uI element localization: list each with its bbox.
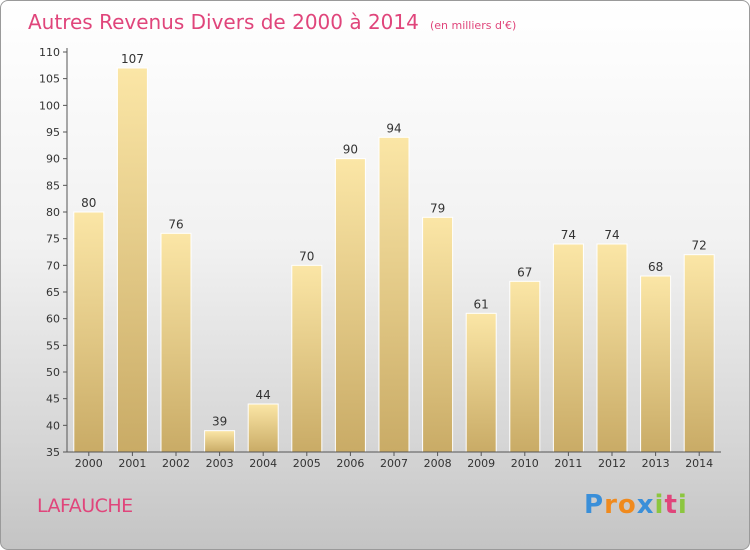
bar-2007 bbox=[378, 136, 410, 453]
y-axis: 35 40 45 50 55 60 65 70 75 80 85 90 95 100 105 110 bbox=[39, 46, 68, 459]
data-label: 61 bbox=[474, 297, 489, 311]
x-tick-label: 2004 bbox=[249, 457, 277, 470]
y-tick-label: 90 bbox=[46, 153, 60, 166]
y-tick-label: 100 bbox=[39, 99, 60, 112]
x-tick-label: 2006 bbox=[336, 457, 364, 470]
bar-2006 bbox=[334, 158, 366, 453]
x-tick-label: 2000 bbox=[75, 457, 103, 470]
data-label: 94 bbox=[386, 121, 401, 135]
y-tick-label: 85 bbox=[46, 179, 60, 192]
data-label: 74 bbox=[604, 228, 619, 242]
x-tick-label: 2002 bbox=[162, 457, 190, 470]
bar-2013 bbox=[640, 275, 672, 453]
logo-letter: r bbox=[604, 490, 618, 520]
x-tick-label: 2012 bbox=[598, 457, 626, 470]
x-tick-label: 2007 bbox=[380, 457, 408, 470]
bar-2000 bbox=[73, 211, 105, 453]
data-label: 107 bbox=[121, 52, 144, 66]
data-label: 74 bbox=[561, 228, 576, 242]
commune-name: LAFAUCHE bbox=[37, 495, 133, 517]
bar-2002 bbox=[160, 232, 192, 453]
x-axis: 2000 2001 2002 2003 2004 2005 2006 2007 2008 2009… bbox=[67, 451, 721, 470]
chart-subtitle: (en milliers d'€) bbox=[429, 19, 517, 32]
x-tick-label: 2009 bbox=[467, 457, 495, 470]
x-tick-label: 2008 bbox=[424, 457, 452, 470]
bar-2001 bbox=[116, 67, 148, 453]
y-tick-label: 70 bbox=[46, 259, 60, 272]
x-tick-label: 2011 bbox=[554, 457, 582, 470]
x-tick-label: 2010 bbox=[511, 457, 539, 470]
y-tick-label: 60 bbox=[46, 313, 60, 326]
bar-2005 bbox=[291, 264, 323, 453]
data-label: 39 bbox=[212, 415, 227, 429]
x-tick-label: 2013 bbox=[642, 457, 670, 470]
logo-letter: i bbox=[677, 490, 688, 520]
data-label: 68 bbox=[648, 260, 663, 274]
y-tick-label: 75 bbox=[46, 233, 60, 246]
y-tick-label: 80 bbox=[46, 206, 60, 219]
bar-2012 bbox=[596, 243, 628, 453]
data-label: 90 bbox=[343, 143, 358, 157]
data-label: 79 bbox=[430, 201, 445, 215]
y-tick-label: 105 bbox=[39, 73, 60, 86]
data-label: 70 bbox=[299, 249, 314, 263]
data-label: 80 bbox=[81, 196, 96, 210]
x-tick-label: 2001 bbox=[118, 457, 146, 470]
logo-letter: x bbox=[636, 490, 655, 520]
data-label: 72 bbox=[692, 239, 707, 253]
bar-2011 bbox=[552, 243, 584, 453]
y-tick-label: 95 bbox=[46, 126, 60, 139]
x-tick-label: 2003 bbox=[206, 457, 234, 470]
title-row: Autres Revenus Divers de 2000 à 2014 (en… bbox=[28, 10, 516, 34]
y-tick-label: 35 bbox=[46, 446, 60, 459]
data-label: 76 bbox=[168, 217, 183, 231]
logo-letter: t bbox=[664, 490, 678, 520]
y-tick-label: 45 bbox=[46, 393, 60, 406]
proxiti-logo[interactable]: Proxiti bbox=[584, 490, 688, 520]
bar-2009 bbox=[465, 312, 497, 453]
y-tick-label: 40 bbox=[46, 419, 60, 432]
logo-letter: i bbox=[654, 490, 665, 520]
bar-2004 bbox=[247, 403, 279, 453]
y-tick-label: 50 bbox=[46, 366, 60, 379]
bar-2010 bbox=[509, 280, 541, 453]
x-tick-label: 2005 bbox=[293, 457, 321, 470]
y-tick-label: 55 bbox=[46, 339, 60, 352]
bar-2014 bbox=[683, 254, 715, 453]
bar-2003 bbox=[204, 430, 236, 453]
data-label: 44 bbox=[256, 388, 271, 402]
x-tick-label: 2014 bbox=[685, 457, 713, 470]
y-tick-label: 110 bbox=[39, 46, 60, 59]
chart-title: Autres Revenus Divers de 2000 à 2014 bbox=[28, 10, 419, 34]
y-tick-label: 65 bbox=[46, 286, 60, 299]
logo-letter: P bbox=[584, 490, 605, 520]
bars-group: 80 107 76 39 44 70 90 94 79 61 67 74 74 68 72 bbox=[73, 52, 715, 453]
logo-letter: o bbox=[617, 490, 637, 520]
data-label: 67 bbox=[517, 265, 532, 279]
bar-2008 bbox=[422, 216, 454, 453]
